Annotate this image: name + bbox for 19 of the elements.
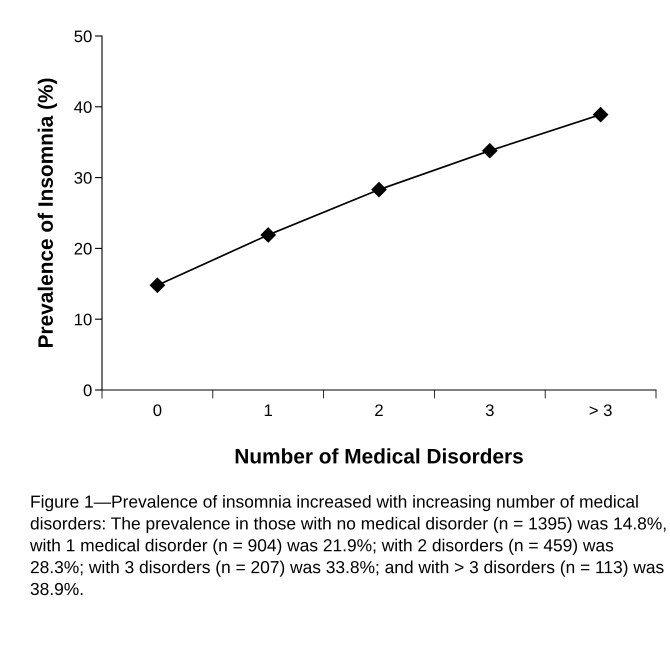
caption: Figure 1—Prevalence of insomnia increased with increasing number of medical disorders: The prevalence in those with no medical disorder (n = 1395) was 14.8%, with 1 medical disorder (n = 904) was 21.9%; with 2 disorders (n = 459) was 28.3%; with 3 disorders (n = 207) was 33.8%; and with > 3 disorders (n = 113) was 38.9%. [30,495,666,596]
y-tick-label: 20 [74,242,92,255]
point [260,227,276,243]
y-tick-label: 50 [74,30,92,42]
point [482,143,498,158]
y-tick-label: 10 [75,314,92,326]
x-tick-label: 2 [375,404,383,416]
point [371,182,387,198]
x-axis-title: Number of Medical Disorders [236,448,523,464]
x-tick-label: 1 [264,404,272,416]
x-tick-label: 3 [486,404,494,416]
x-tick-label: > 3 [590,404,612,416]
y-tick-label: 0 [84,384,92,396]
x-tick-label: 0 [153,404,162,416]
point [593,107,608,122]
y-axis-title: Prevalence of Insomnia (%) [38,78,58,348]
y-tick-label: 40 [74,101,92,114]
point [150,278,165,293]
y-tick-label: 30 [74,172,92,184]
